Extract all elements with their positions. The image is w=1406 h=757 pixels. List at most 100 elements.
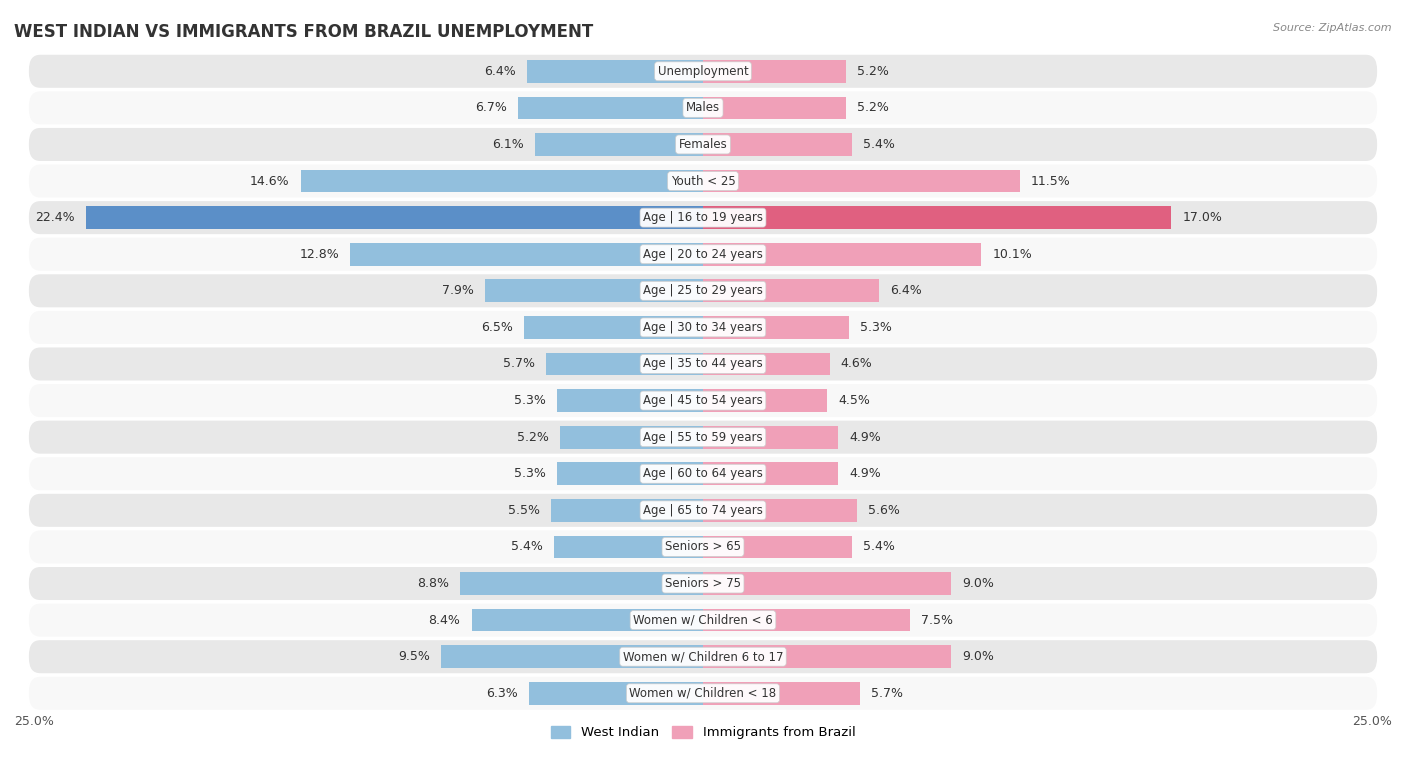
- Text: Women w/ Children < 6: Women w/ Children < 6: [633, 614, 773, 627]
- Bar: [703, 609, 910, 631]
- Text: 6.5%: 6.5%: [481, 321, 513, 334]
- Text: Women w/ Children 6 to 17: Women w/ Children 6 to 17: [623, 650, 783, 663]
- Text: Unemployment: Unemployment: [658, 65, 748, 78]
- FancyBboxPatch shape: [28, 566, 1378, 601]
- Text: Seniors > 65: Seniors > 65: [665, 540, 741, 553]
- Text: 5.5%: 5.5%: [509, 504, 540, 517]
- FancyBboxPatch shape: [28, 237, 1378, 272]
- Bar: [703, 389, 827, 412]
- FancyBboxPatch shape: [28, 90, 1378, 126]
- Text: 5.2%: 5.2%: [858, 65, 889, 78]
- Bar: [86, 207, 703, 229]
- Text: Age | 65 to 74 years: Age | 65 to 74 years: [643, 504, 763, 517]
- Bar: [703, 682, 860, 705]
- Text: 4.6%: 4.6%: [841, 357, 873, 370]
- Text: Youth < 25: Youth < 25: [671, 175, 735, 188]
- Text: Females: Females: [679, 138, 727, 151]
- FancyBboxPatch shape: [28, 639, 1378, 674]
- Text: Age | 30 to 34 years: Age | 30 to 34 years: [643, 321, 763, 334]
- FancyBboxPatch shape: [28, 310, 1378, 345]
- Bar: [350, 243, 703, 266]
- Text: 5.4%: 5.4%: [863, 138, 894, 151]
- Bar: [703, 97, 846, 119]
- Text: 6.4%: 6.4%: [484, 65, 516, 78]
- Bar: [703, 170, 1019, 192]
- Text: 25.0%: 25.0%: [14, 715, 53, 727]
- FancyBboxPatch shape: [28, 164, 1378, 198]
- Text: 6.7%: 6.7%: [475, 101, 508, 114]
- Bar: [703, 279, 879, 302]
- Bar: [485, 279, 703, 302]
- Text: Age | 55 to 59 years: Age | 55 to 59 years: [643, 431, 763, 444]
- Bar: [703, 133, 852, 156]
- FancyBboxPatch shape: [28, 347, 1378, 382]
- Text: 10.1%: 10.1%: [993, 248, 1032, 260]
- Text: Age | 35 to 44 years: Age | 35 to 44 years: [643, 357, 763, 370]
- Bar: [551, 499, 703, 522]
- Bar: [534, 133, 703, 156]
- Text: 7.9%: 7.9%: [443, 285, 474, 298]
- FancyBboxPatch shape: [28, 127, 1378, 162]
- Text: 4.9%: 4.9%: [849, 467, 880, 480]
- Bar: [703, 646, 950, 668]
- Text: 5.2%: 5.2%: [517, 431, 548, 444]
- Bar: [546, 353, 703, 375]
- Bar: [301, 170, 703, 192]
- Text: 12.8%: 12.8%: [299, 248, 339, 260]
- Text: 5.3%: 5.3%: [860, 321, 891, 334]
- Text: Males: Males: [686, 101, 720, 114]
- Text: 4.9%: 4.9%: [849, 431, 880, 444]
- Text: 14.6%: 14.6%: [250, 175, 290, 188]
- Text: 8.4%: 8.4%: [429, 614, 461, 627]
- Text: 5.4%: 5.4%: [512, 540, 543, 553]
- Text: Source: ZipAtlas.com: Source: ZipAtlas.com: [1274, 23, 1392, 33]
- FancyBboxPatch shape: [28, 676, 1378, 711]
- Bar: [441, 646, 703, 668]
- Text: Seniors > 75: Seniors > 75: [665, 577, 741, 590]
- Text: Age | 25 to 29 years: Age | 25 to 29 years: [643, 285, 763, 298]
- Text: 5.7%: 5.7%: [872, 687, 903, 699]
- Text: 6.3%: 6.3%: [486, 687, 519, 699]
- Text: 9.0%: 9.0%: [962, 650, 994, 663]
- Text: WEST INDIAN VS IMMIGRANTS FROM BRAZIL UNEMPLOYMENT: WEST INDIAN VS IMMIGRANTS FROM BRAZIL UN…: [14, 23, 593, 41]
- Bar: [703, 60, 846, 83]
- FancyBboxPatch shape: [28, 54, 1378, 89]
- Text: 7.5%: 7.5%: [921, 614, 953, 627]
- Text: Age | 45 to 54 years: Age | 45 to 54 years: [643, 394, 763, 407]
- Bar: [703, 353, 830, 375]
- Bar: [703, 536, 852, 558]
- Bar: [703, 572, 950, 595]
- Bar: [703, 499, 858, 522]
- Text: 8.8%: 8.8%: [418, 577, 450, 590]
- Text: Age | 60 to 64 years: Age | 60 to 64 years: [643, 467, 763, 480]
- Text: 6.4%: 6.4%: [890, 285, 922, 298]
- Text: 5.4%: 5.4%: [863, 540, 894, 553]
- Text: Age | 20 to 24 years: Age | 20 to 24 years: [643, 248, 763, 260]
- FancyBboxPatch shape: [28, 273, 1378, 308]
- FancyBboxPatch shape: [28, 456, 1378, 491]
- Text: 5.6%: 5.6%: [869, 504, 900, 517]
- Text: 5.3%: 5.3%: [515, 467, 546, 480]
- FancyBboxPatch shape: [28, 603, 1378, 637]
- Text: 25.0%: 25.0%: [1353, 715, 1392, 727]
- Text: 5.3%: 5.3%: [515, 394, 546, 407]
- Bar: [703, 426, 838, 448]
- Text: Women w/ Children < 18: Women w/ Children < 18: [630, 687, 776, 699]
- Text: 4.5%: 4.5%: [838, 394, 870, 407]
- FancyBboxPatch shape: [28, 383, 1378, 418]
- Bar: [527, 60, 703, 83]
- Legend: West Indian, Immigrants from Brazil: West Indian, Immigrants from Brazil: [546, 721, 860, 744]
- Bar: [554, 536, 703, 558]
- Text: 5.7%: 5.7%: [503, 357, 534, 370]
- Text: 11.5%: 11.5%: [1031, 175, 1071, 188]
- FancyBboxPatch shape: [28, 493, 1378, 528]
- Bar: [557, 463, 703, 485]
- Bar: [703, 243, 981, 266]
- Bar: [461, 572, 703, 595]
- Bar: [560, 426, 703, 448]
- Text: 5.2%: 5.2%: [858, 101, 889, 114]
- Bar: [703, 207, 1171, 229]
- Text: 22.4%: 22.4%: [35, 211, 75, 224]
- FancyBboxPatch shape: [28, 200, 1378, 235]
- FancyBboxPatch shape: [28, 419, 1378, 455]
